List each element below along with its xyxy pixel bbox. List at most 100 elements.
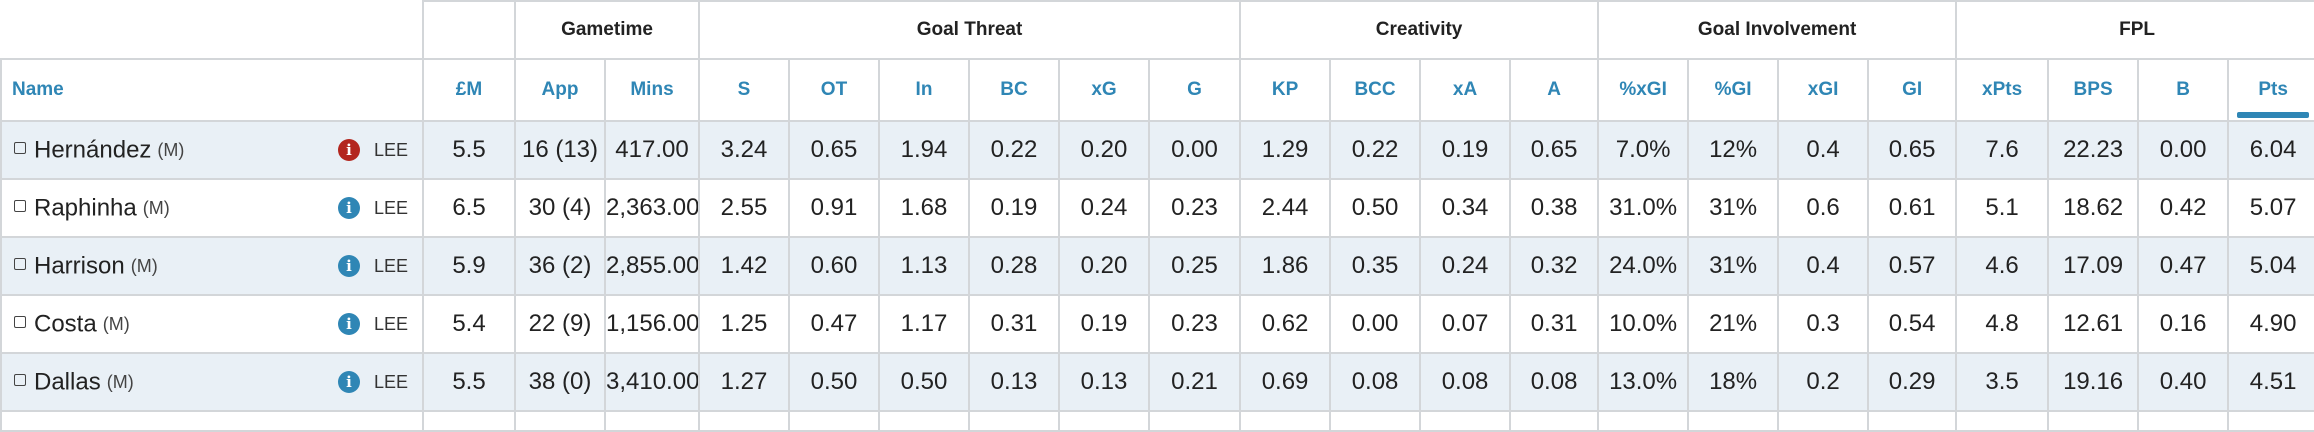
empty-cell xyxy=(1777,410,1870,432)
column-header-gi[interactable]: GI xyxy=(1867,58,1958,122)
cell-xgi: 13.0% xyxy=(1597,352,1690,412)
select-checkbox[interactable] xyxy=(14,374,26,387)
table-row[interactable]: Raphinha (M) i LEE 6.5 30 (4) 2,363.00 2.55 0.91… xyxy=(0,178,2314,238)
group-gametime: Gametime xyxy=(514,0,700,60)
table-row[interactable]: Costa (M) i LEE 5.4 22 (9) 1,156.00 1.25 0.47 1.1… xyxy=(0,294,2314,354)
column-header-kp[interactable]: KP xyxy=(1239,58,1332,122)
table-row[interactable]: Hernández (M) i LEE 5.5 16 (13) 417.00 3.24 0.65… xyxy=(0,120,2314,180)
cell-xgi: 10.0% xyxy=(1597,294,1690,354)
column-header-a[interactable]: A xyxy=(1509,58,1600,122)
cell-s: 3.24 xyxy=(698,120,790,180)
cell-gi: 0.57 xyxy=(1867,236,1958,296)
group-creativity: Creativity xyxy=(1239,0,1600,60)
cell-pts: 5.07 xyxy=(2227,178,2314,238)
cell-xgi: 0.2 xyxy=(1777,352,1870,412)
empty-cell xyxy=(0,410,424,432)
column-header-xpts[interactable]: xPts xyxy=(1955,58,2050,122)
column-header-xg[interactable]: xG xyxy=(1058,58,1150,122)
player-position: (M) xyxy=(142,197,170,218)
cell-xgi: 7.0% xyxy=(1597,120,1690,180)
player-name[interactable]: Hernández xyxy=(34,136,152,164)
column-header-app[interactable]: App xyxy=(514,58,606,122)
empty-cell xyxy=(1509,410,1600,432)
cell-xpts: 4.8 xyxy=(1955,294,2050,354)
column-header-name[interactable]: Name xyxy=(0,58,424,122)
cell-m: 5.4 xyxy=(422,294,516,354)
blank-price-group-cell xyxy=(422,0,516,60)
table-row xyxy=(0,410,2314,432)
empty-cell xyxy=(1239,410,1332,432)
cell-gi: 0.54 xyxy=(1867,294,1958,354)
select-checkbox[interactable] xyxy=(14,200,26,213)
empty-cell xyxy=(1955,410,2050,432)
empty-cell xyxy=(1058,410,1150,432)
group-goal-threat: Goal Threat xyxy=(697,0,1242,60)
cell-mins: 417.00 xyxy=(604,120,700,180)
group-goal-involvement: Goal Involvement xyxy=(1597,0,1958,60)
select-checkbox[interactable] xyxy=(14,142,26,155)
empty-cell xyxy=(2227,410,2314,432)
cell-pts: 4.51 xyxy=(2227,352,2314,412)
info-blue-icon[interactable]: i xyxy=(337,313,360,335)
cell-mins: 2,363.00 xyxy=(604,178,700,238)
cell-ot: 0.91 xyxy=(788,178,880,238)
player-name[interactable]: Harrison xyxy=(34,252,125,280)
column-header-in[interactable]: In xyxy=(878,58,970,122)
column-header-pts[interactable]: Pts xyxy=(2227,58,2314,122)
player-meta: i LEE xyxy=(337,139,408,161)
cell-g: 0.00 xyxy=(1147,120,1242,180)
column-header-xa[interactable]: xA xyxy=(1419,58,1512,122)
cell-bcc: 0.00 xyxy=(1329,294,1422,354)
cell-g: 0.25 xyxy=(1147,236,1242,296)
player-name-cell: Hernández (M) i LEE xyxy=(0,120,424,180)
column-header-bc[interactable]: BC xyxy=(968,58,1060,122)
player-position: (M) xyxy=(106,371,134,392)
column-header-xgi[interactable]: %xGI xyxy=(1597,58,1690,122)
cell-kp: 1.86 xyxy=(1239,236,1332,296)
player-name[interactable]: Raphinha xyxy=(34,194,137,222)
cell-in: 1.17 xyxy=(878,294,970,354)
column-header-b[interactable]: B xyxy=(2137,58,2230,122)
cell-a: 0.32 xyxy=(1509,236,1600,296)
empty-cell xyxy=(1597,410,1690,432)
player-meta: i LEE xyxy=(337,313,408,335)
info-blue-icon[interactable]: i xyxy=(337,255,360,277)
table-row[interactable]: Dallas (M) i LEE 5.5 38 (0) 3,410.00 1.27 0.50 0.… xyxy=(0,352,2314,412)
column-header-bcc[interactable]: BCC xyxy=(1329,58,1422,122)
cell-mins: 2,855.00 xyxy=(604,236,700,296)
info-red-icon[interactable]: i xyxy=(337,139,360,161)
player-name[interactable]: Dallas xyxy=(34,368,101,396)
cell-b: 0.42 xyxy=(2137,178,2230,238)
cell-app: 30 (4) xyxy=(514,178,606,238)
column-header-ot[interactable]: OT xyxy=(788,58,880,122)
cell-xgi: 0.3 xyxy=(1777,294,1870,354)
cell-s: 1.27 xyxy=(698,352,790,412)
info-blue-icon[interactable]: i xyxy=(337,197,360,219)
empty-cell xyxy=(1867,410,1958,432)
select-checkbox[interactable] xyxy=(14,258,26,271)
empty-cell xyxy=(422,410,516,432)
player-name-cell: Harrison (M) i LEE xyxy=(0,236,424,296)
cell-s: 1.42 xyxy=(698,236,790,296)
cell-xg: 0.19 xyxy=(1058,294,1150,354)
column-header-gi[interactable]: %GI xyxy=(1687,58,1780,122)
cell-g: 0.21 xyxy=(1147,352,1242,412)
cell-xpts: 4.6 xyxy=(1955,236,2050,296)
player-name[interactable]: Costa xyxy=(34,310,97,338)
table-row[interactable]: Harrison (M) i LEE 5.9 36 (2) 2,855.00 1.42 0.60… xyxy=(0,236,2314,296)
column-header-mins[interactable]: Mins xyxy=(604,58,700,122)
team-code: LEE xyxy=(373,197,408,218)
cell-bcc: 0.35 xyxy=(1329,236,1422,296)
column-header-m[interactable]: £M xyxy=(422,58,516,122)
cell-app: 38 (0) xyxy=(514,352,606,412)
cell-gi: 31% xyxy=(1687,236,1780,296)
select-checkbox[interactable] xyxy=(14,316,26,329)
cell-bc: 0.13 xyxy=(968,352,1060,412)
cell-xa: 0.08 xyxy=(1419,352,1512,412)
column-header-bps[interactable]: BPS xyxy=(2047,58,2140,122)
info-blue-icon[interactable]: i xyxy=(337,371,360,393)
column-header-g[interactable]: G xyxy=(1147,58,1242,122)
cell-xpts: 3.5 xyxy=(1955,352,2050,412)
column-header-xgi[interactable]: xGI xyxy=(1777,58,1870,122)
column-header-s[interactable]: S xyxy=(698,58,790,122)
